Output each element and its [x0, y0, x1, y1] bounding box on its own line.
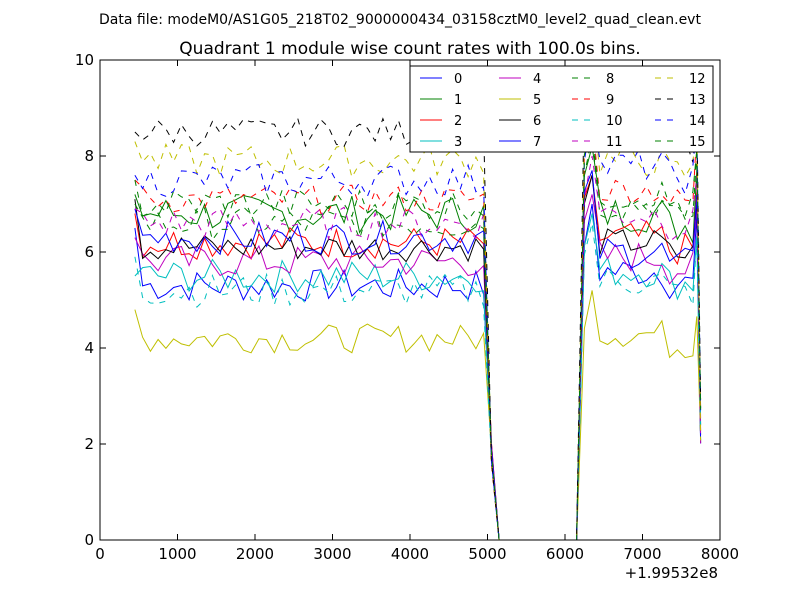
x-tick-label: 6000	[546, 545, 584, 563]
legend-label-13: 13	[689, 93, 706, 108]
series-line-2	[134, 175, 702, 541]
series-line-4	[134, 194, 702, 541]
series-line-8	[134, 136, 702, 541]
series-line-0	[134, 203, 702, 541]
series-line-1	[134, 146, 702, 541]
legend-label-14: 14	[689, 114, 706, 129]
x-tick-label: 4000	[391, 545, 429, 563]
legend-label-11: 11	[606, 135, 623, 150]
legend-label-4: 4	[533, 72, 541, 87]
legend-label-5: 5	[533, 93, 541, 108]
y-tick-label: 8	[84, 147, 94, 165]
legend-label-2: 2	[454, 114, 462, 129]
legend-label-3: 3	[454, 135, 462, 150]
series-line-7	[134, 170, 702, 541]
legend-label-12: 12	[689, 72, 706, 87]
series-line-11	[134, 155, 702, 541]
x-tick-label: 8000	[701, 545, 739, 563]
x-tick-label: 7000	[623, 545, 661, 563]
series-line-14	[134, 112, 702, 541]
x-offset-label: +1.99532e8	[625, 564, 718, 582]
legend-label-0: 0	[454, 72, 462, 87]
series-line-5	[134, 290, 702, 541]
x-tick-label: 0	[95, 545, 105, 563]
y-tick-label: 6	[84, 243, 94, 261]
y-tick-label: 10	[75, 51, 94, 69]
series-line-3	[134, 213, 702, 541]
legend-label-1: 1	[454, 93, 462, 108]
legend-label-8: 8	[606, 72, 614, 87]
y-tick-label: 0	[84, 531, 94, 549]
figure-suptitle: Data file: modeM0/AS1G05_218T02_90000004…	[99, 12, 701, 28]
y-tick-label: 4	[84, 339, 94, 357]
legend-box	[409, 65, 714, 153]
y-tick-label: 2	[84, 435, 94, 453]
series-line-6	[134, 175, 702, 541]
x-tick-label: 5000	[468, 545, 506, 563]
series-line-15	[134, 131, 702, 541]
series-line-12	[134, 93, 702, 541]
x-tick-label: 3000	[313, 545, 351, 563]
series-line-9	[134, 117, 702, 541]
legend-label-15: 15	[689, 135, 706, 150]
legend-label-7: 7	[533, 135, 541, 150]
legend-label-6: 6	[533, 114, 541, 129]
legend-label-10: 10	[606, 114, 623, 129]
x-tick-label: 1000	[158, 545, 196, 563]
legend-label-9: 9	[606, 93, 614, 108]
series-line-10	[134, 223, 702, 541]
chart-title: Quadrant 1 module wise count rates with …	[179, 39, 640, 59]
x-tick-label: 2000	[236, 545, 274, 563]
